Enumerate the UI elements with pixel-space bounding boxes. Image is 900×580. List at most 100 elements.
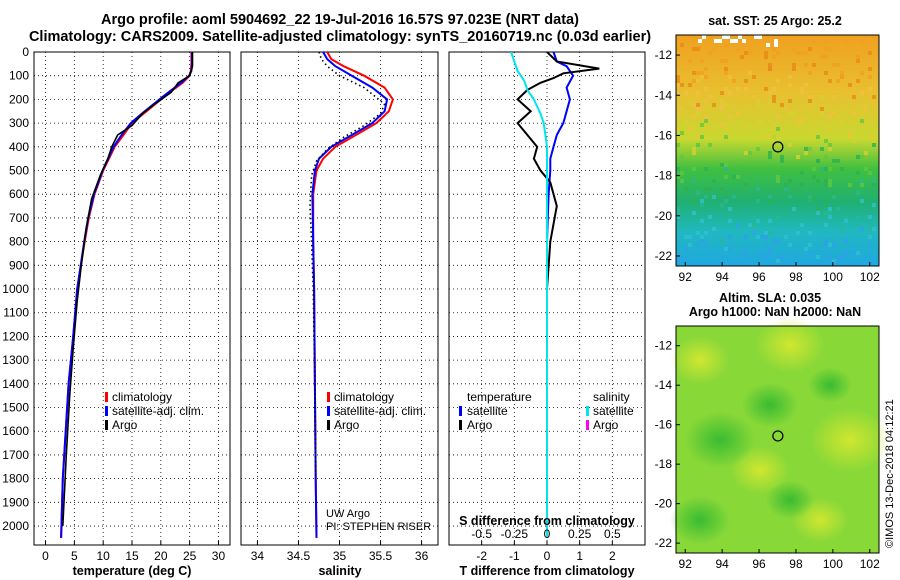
sst-pixel [860, 155, 864, 159]
sst-pixel [700, 59, 704, 63]
sst-pixel [808, 195, 812, 199]
sst-pixel [676, 75, 680, 79]
sst-pixel [692, 135, 696, 139]
series-line-t-argo [516, 52, 600, 538]
sst-pixel [868, 115, 872, 119]
sst-pixel [704, 195, 708, 199]
sst-pixel [728, 235, 732, 239]
sst-pixel [764, 243, 768, 247]
sst-pixel [676, 255, 680, 259]
pi-annotation: PI: STEPHEN RISER [326, 521, 431, 533]
sst-pixel [700, 107, 704, 111]
sst-pixel [828, 143, 832, 147]
sst-pixel [840, 227, 844, 231]
sst-pixel [748, 223, 752, 227]
sst-pixel [768, 67, 772, 71]
sst-pixel [860, 119, 864, 123]
depth-tick-label: 1200 [2, 329, 29, 343]
sst-pixel [832, 195, 836, 199]
salinity-legend: climatology satellite-adj. clim. Argo [327, 390, 426, 432]
sst-pixel [800, 223, 804, 227]
sst-pixel [724, 123, 728, 127]
sst-pixel [792, 207, 796, 211]
sst-pixel [776, 179, 780, 183]
sst-pixel [844, 251, 848, 255]
sst-pixel [748, 151, 752, 155]
sst-pixel [864, 35, 868, 39]
depth-tick-label: 800 [9, 235, 29, 249]
legend-swatch-satellite [105, 406, 108, 416]
sst-pixel [724, 71, 728, 75]
sst-pixel [804, 63, 808, 67]
sst-pixel [856, 191, 860, 195]
sst-pixel [736, 47, 740, 51]
sst-pixel [680, 107, 684, 111]
map-y-tick-label: -16 [655, 128, 673, 142]
sst-pixel [712, 179, 716, 183]
sst-pixel [756, 187, 760, 191]
sst-pixel [732, 79, 736, 83]
sst-pixel [688, 59, 692, 63]
sst-pixel [676, 207, 680, 211]
depth-tick-label: 900 [9, 258, 29, 272]
sst-pixel [764, 55, 768, 59]
sst-pixel [768, 63, 772, 67]
sst-pixel [804, 83, 808, 87]
sst-pixel [728, 75, 732, 79]
series-line-climatology [312, 52, 395, 538]
sst-pixel [680, 259, 684, 263]
sst-pixel [852, 139, 856, 143]
sla-map-title: Altim. SLA: 0.035 [719, 291, 821, 305]
sst-pixel [820, 167, 824, 171]
sst-pixel [772, 159, 776, 163]
sst-pixel [700, 71, 704, 75]
sst-pixel [768, 151, 772, 155]
sst-pixel [700, 123, 704, 127]
sst-pixel [780, 159, 784, 163]
sst-pixel [788, 111, 792, 115]
legend-swatch-climatology [105, 392, 108, 402]
sst-pixel [768, 219, 772, 223]
sst-missing-pixel [774, 39, 778, 43]
sst-pixel [872, 135, 876, 139]
sst-pixel [824, 155, 828, 159]
sst-pixel [684, 235, 688, 239]
salinity-panel: 34 34.5 35 35.5 36 salinity climatology sate… [240, 51, 439, 578]
temperature-panel: 0100200300400500600700800900100011001200… [2, 45, 231, 578]
sst-pixel [708, 187, 712, 191]
sst-pixel [732, 35, 736, 39]
sst-pixel [756, 199, 760, 203]
sst-pixel [684, 247, 688, 251]
operator-annotation: UW Argo [326, 508, 370, 520]
sst-pixel [844, 239, 848, 243]
sst-pixel [852, 95, 856, 99]
sst-map-frame [675, 34, 880, 267]
x-tick-label: 30 [212, 549, 226, 563]
series-line-climatology [60, 52, 193, 538]
sst-pixel [808, 251, 812, 255]
sst-pixel [872, 95, 876, 99]
legend-swatch-t-argo [459, 420, 462, 430]
sst-pixel [828, 243, 832, 247]
sst-pixel [848, 183, 852, 187]
sst-map: sat. SST: 25 Argo: 25.2 92 94 96 98 100 102 -1… [655, 14, 880, 284]
sst-pixel [864, 103, 868, 107]
sst-pixel [860, 71, 864, 75]
sst-pixel [820, 111, 824, 115]
sst-pixel [780, 155, 784, 159]
sst-missing-pixel [738, 35, 742, 39]
sst-pixel [740, 55, 744, 59]
depth-tick-label: 0 [22, 45, 29, 59]
sst-pixel [728, 91, 732, 95]
legend-label-t-satellite: satellite [467, 404, 508, 418]
sst-pixel [828, 215, 832, 219]
sst-pixel [720, 103, 724, 107]
sst-pixel [780, 103, 784, 107]
map-y-tick-label: -12 [655, 48, 673, 62]
sst-pixel [840, 167, 844, 171]
depth-tick-label: 500 [9, 164, 29, 178]
x-tick-label: 0 [544, 549, 551, 563]
sst-pixel [800, 87, 804, 91]
sst-pixel [696, 103, 700, 107]
sst-pixel [676, 83, 680, 87]
